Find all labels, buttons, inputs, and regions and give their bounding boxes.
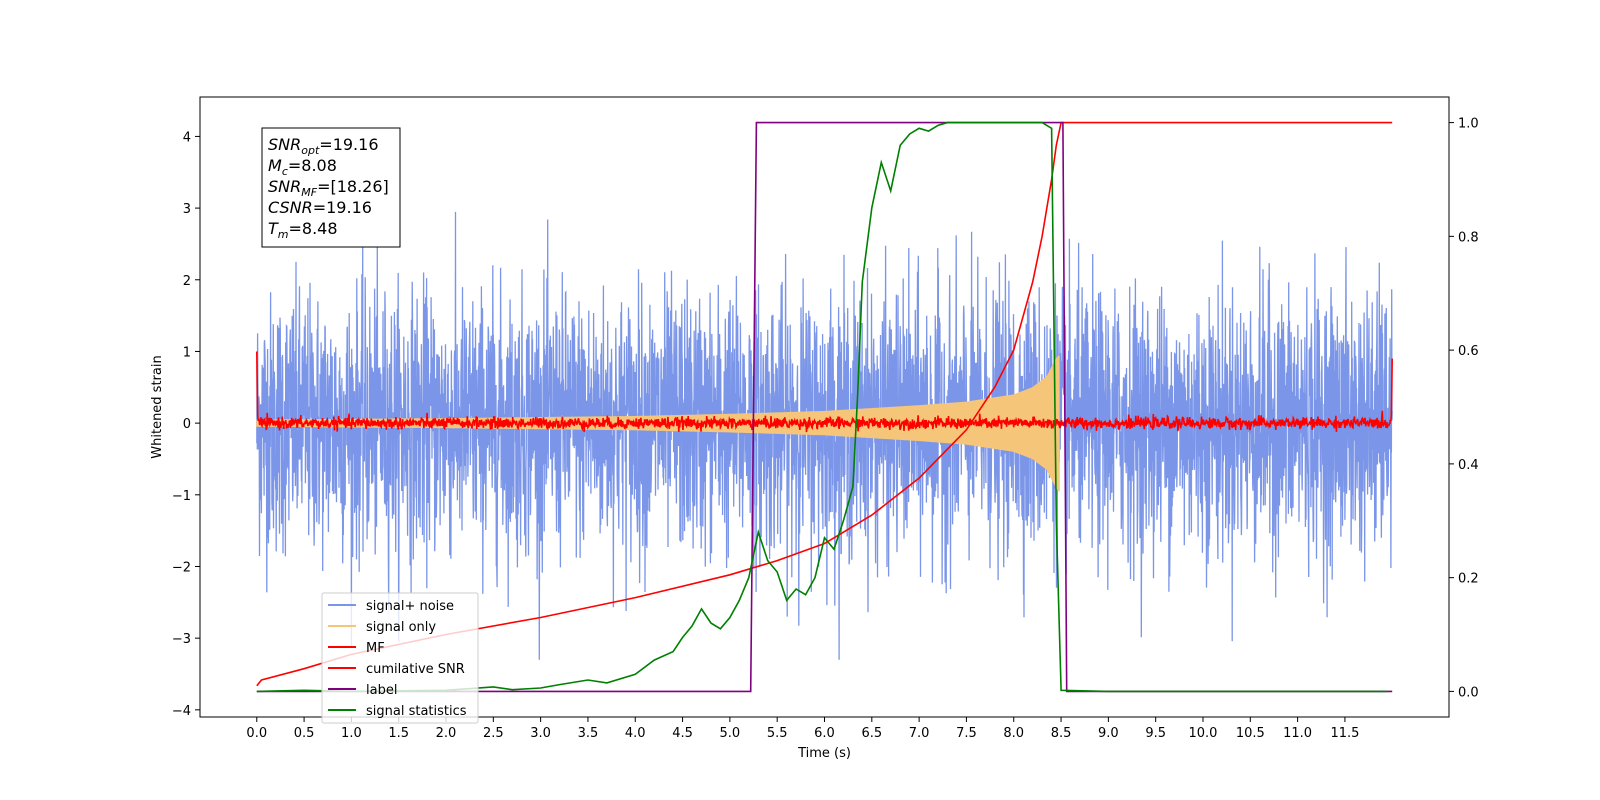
y-right-tick-label: 0.2	[1458, 572, 1479, 587]
y-axis-left-label: Whitened strain	[150, 355, 165, 458]
y-axis-left: −4 −3 −2 −1 0 1 2 3 4	[172, 130, 200, 719]
y-right-tick-label: 0.4	[1458, 458, 1479, 473]
y-left-tick-label: 3	[183, 202, 191, 217]
series-signal-statistics	[256, 121, 1388, 693]
legend-label: label	[366, 683, 397, 698]
x-tick-label: 1.5	[388, 726, 409, 741]
x-tick-label: 0.5	[294, 726, 315, 741]
x-tick-label: 6.5	[861, 726, 882, 741]
series-signal-noise	[256, 211, 1393, 660]
x-tick-label: 2.5	[483, 726, 504, 741]
x-tick-label: 3.5	[578, 726, 599, 741]
y-right-tick-label: 0.6	[1458, 344, 1479, 359]
annotation-line: Tm=8.48	[268, 219, 338, 241]
y-right-tick-label: 0.0	[1458, 685, 1479, 700]
y-right-tick-label: 0.8	[1458, 230, 1479, 245]
y-right-tick-label: 1.0	[1458, 117, 1479, 132]
y-axis-right: 0.0 0.2 0.4 0.6 0.8 1.0	[1449, 117, 1479, 700]
x-tick-label: 0.0	[246, 726, 267, 741]
x-axis-label: Time (s)	[797, 746, 851, 761]
annotation-line: SNRopt=19.16	[268, 135, 379, 157]
y-left-tick-label: 1	[183, 345, 191, 360]
x-tick-label: 8.5	[1051, 726, 1072, 741]
legend-label: signal only	[366, 620, 436, 635]
y-left-tick-label: 0	[183, 417, 191, 432]
y-left-tick-label: −2	[172, 560, 191, 575]
x-tick-label: 10.5	[1236, 726, 1265, 741]
x-tick-label: 10.0	[1189, 726, 1218, 741]
y-left-tick-label: 2	[183, 274, 191, 289]
x-tick-label: 3.0	[530, 726, 551, 741]
legend-frame	[321, 592, 479, 724]
x-tick-label: 7.0	[909, 726, 930, 741]
legend: signal+ noise signal only MF cumilative SNR…	[321, 592, 479, 724]
x-tick-label: 4.5	[672, 726, 693, 741]
annotation-line: SNRMF=[18.26]	[268, 177, 389, 199]
annotation-line: CSNR=19.16	[268, 198, 372, 217]
legend-label: signal+ noise	[366, 599, 454, 614]
x-tick-label: 4.0	[625, 726, 646, 741]
x-axis: 0.0 0.5 1.0 1.5 2.0 2.5 3.0 3.5 4.0 4.5 5.0 5.5 6.0 6…	[246, 717, 1359, 741]
x-tick-label: 8.0	[1003, 726, 1024, 741]
x-tick-label: 5.5	[767, 726, 788, 741]
y-left-tick-label: −4	[172, 704, 191, 719]
annotation-box: SNRopt=19.16Mc=8.08SNRMF=[18.26]CSNR=19.…	[261, 127, 401, 248]
annotation-frame	[261, 127, 401, 248]
x-tick-label: 9.0	[1098, 726, 1119, 741]
x-tick-label: 5.0	[720, 726, 741, 741]
y-left-tick-label: −1	[172, 489, 191, 504]
annotation-line: Mc=8.08	[268, 156, 337, 178]
legend-label: signal statistics	[366, 704, 467, 719]
x-tick-label: 2.0	[436, 726, 457, 741]
x-tick-label: 11.5	[1330, 726, 1359, 741]
y-left-tick-label: 4	[183, 130, 191, 145]
y-left-tick-label: −3	[172, 632, 191, 647]
legend-label: cumilative SNR	[366, 662, 465, 677]
x-tick-label: 11.0	[1283, 726, 1312, 741]
x-tick-label: 6.0	[814, 726, 835, 741]
x-tick-label: 1.0	[341, 726, 362, 741]
series-mf	[256, 351, 1393, 433]
x-tick-label: 7.5	[956, 726, 977, 741]
series-label	[256, 121, 1393, 693]
legend-label: MF	[366, 641, 385, 656]
x-tick-label: 9.5	[1145, 726, 1166, 741]
